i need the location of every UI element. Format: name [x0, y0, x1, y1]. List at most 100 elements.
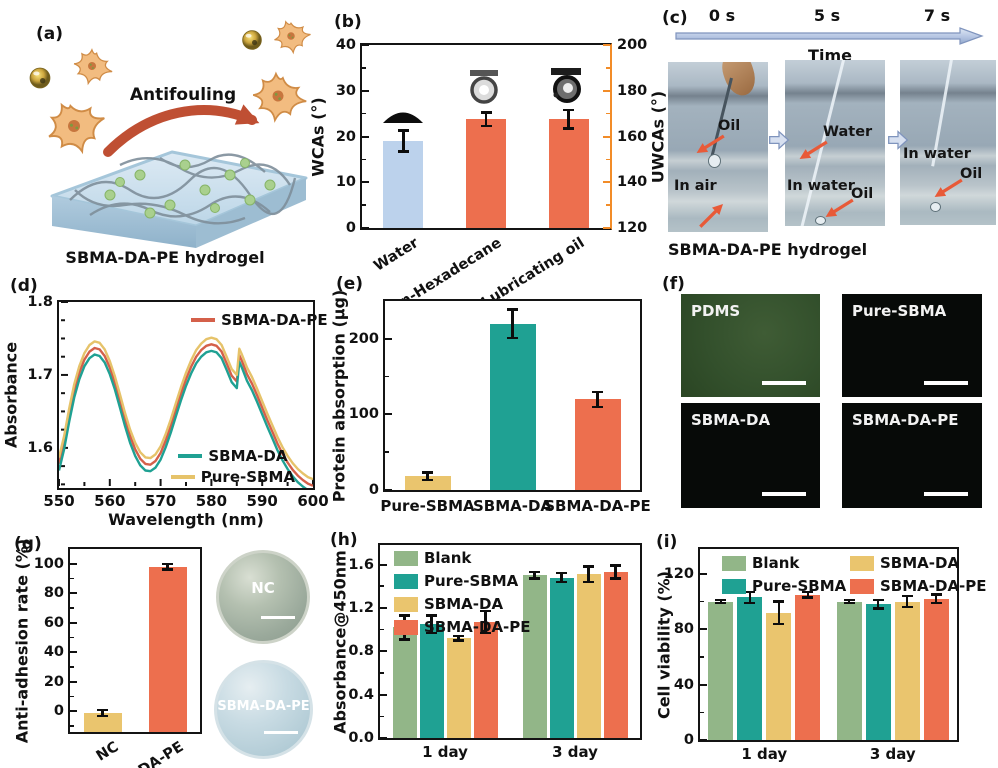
axis-minor-tick: [700, 656, 704, 658]
legend-line-swatch: [178, 454, 203, 459]
right-axis-minor-tick: [606, 112, 610, 115]
y-axis-tick-label: 1.8: [27, 294, 53, 310]
right-axis-tick-label: 180: [617, 82, 648, 99]
error-bar-cap: [930, 593, 942, 596]
x-axis-tick-label: 600: [297, 492, 329, 510]
error-bar-cap: [529, 577, 540, 580]
x-category-label: SBMA-DA-PE: [544, 497, 651, 515]
in-water-label: In water: [903, 146, 971, 162]
legend-item: Pure-SBMA: [722, 577, 846, 595]
x-category-label: 1 day: [422, 743, 468, 761]
legend-item: SBMA-DA-PE: [850, 577, 987, 595]
next-frame-arrow-icon: [769, 130, 790, 150]
error-bar: [457, 636, 460, 641]
bar: [836, 601, 862, 740]
axis-tick-label: 0.4: [348, 686, 374, 703]
error-bar-cap: [872, 607, 884, 610]
next-frame-arrow-icon: [888, 130, 909, 150]
legend-swatch: [722, 578, 746, 594]
error-bar-cap: [453, 639, 464, 642]
x-axis-title: Wavelength (nm): [108, 510, 264, 529]
axis-minor-tick: [70, 577, 74, 580]
right-axis-minor-tick: [606, 204, 610, 206]
error-bar-cap: [480, 125, 492, 128]
bar: [446, 638, 471, 738]
axis-tick: [362, 44, 369, 46]
legend-item: SBMA-DA: [394, 595, 503, 613]
error-bar-cap: [529, 570, 540, 574]
error-bar: [166, 563, 169, 570]
scale-bar: [261, 615, 295, 619]
axis-minor-tick: [385, 375, 389, 378]
error-bar-cap: [507, 336, 518, 340]
panel-g: (g) 0 20 40 60 80 100 Anti-adhesion rate (%) NC…: [0, 530, 330, 768]
legend-item: Blank: [394, 549, 471, 567]
axis-tick-label: 1.2: [348, 599, 374, 616]
bar: [419, 624, 444, 738]
error-bar: [719, 600, 722, 603]
axis-tick: [362, 89, 369, 92]
oil-label: Oil: [851, 186, 874, 202]
fluorescence-image-pure-sbma: Pure-SBMA: [842, 294, 982, 397]
axis-tick-label: 0: [53, 703, 64, 720]
time-5s: 5 s: [813, 6, 841, 25]
axis-tick: [385, 489, 392, 491]
axis-tick: [70, 621, 77, 624]
legend-label: SBMA-DA-PE: [880, 577, 987, 595]
legend-swatch: [394, 550, 418, 566]
droplet-image: [381, 109, 425, 129]
error-bar-cap: [480, 111, 492, 114]
legend-label: SBMA-DA-PE: [424, 618, 531, 636]
oil-droplet: [930, 202, 941, 212]
axis-minor-tick: [70, 725, 74, 727]
droplet-image: [464, 70, 504, 110]
error-bar-cap: [422, 471, 433, 474]
y-axis-title: Anti-adhesion rate (%): [12, 538, 32, 743]
image-label: SBMA-DA-PE: [852, 411, 959, 429]
error-bar: [587, 566, 590, 582]
right-axis-tick: [603, 227, 610, 229]
bar: [795, 594, 821, 740]
error-bar-cap: [397, 150, 409, 153]
axis-tick-label: 100: [348, 406, 379, 423]
antifouling-label: Antifouling: [130, 85, 236, 105]
error-bar-cap: [397, 129, 409, 132]
cell-viability-chart: 0 40 80 120 Cell viability (%) 1 day 3 day Blan…: [655, 547, 987, 763]
legend-label: Pure-SBMA: [424, 572, 519, 590]
right-axis-tick-label: 160: [617, 128, 648, 145]
axis-tick-label: 40: [673, 676, 694, 693]
water-label: Water: [823, 124, 873, 140]
image-label: Pure-SBMA: [852, 302, 947, 320]
photo-0s: Oil In air: [668, 62, 768, 232]
axis-minor-tick: [362, 204, 366, 206]
axis-tick-label: 0: [345, 220, 356, 236]
axis-minor-tick: [380, 672, 384, 674]
axis-minor-tick: [700, 600, 704, 603]
legend-swatch: [850, 555, 874, 571]
timeline-arrow: [675, 27, 984, 45]
dish-photo-nc: NC: [216, 550, 310, 644]
error-bar: [533, 572, 536, 579]
legend-item: SBMA-DA: [178, 447, 287, 465]
scale-bar: [924, 381, 968, 385]
axis-tick: [380, 606, 387, 609]
fluorescence-image-sbma-da-pe: SBMA-DA-PE: [842, 403, 982, 508]
axis-minor-tick: [362, 67, 366, 69]
panel-tag-g: (g): [14, 534, 42, 554]
oil-droplet-image: [29, 67, 51, 89]
oil-droplet-image: [242, 30, 262, 50]
error-bar-cap: [556, 580, 567, 584]
panel-tag-i: (i): [656, 532, 678, 552]
x-axis-tick-label: 590: [246, 492, 278, 510]
x-axis-tick-label: 560: [94, 492, 126, 510]
hydrogel-pointer-arrow-icon: [699, 203, 724, 228]
hydrogel-right-face: [196, 178, 306, 248]
bar: [923, 598, 949, 740]
panel-tag-h: (h): [330, 530, 358, 550]
axis-tick: [362, 135, 369, 138]
bar: [737, 597, 763, 740]
error-bar-cap: [583, 580, 594, 584]
error-bar-cap: [422, 478, 433, 482]
axis-tick: [385, 413, 392, 416]
bar: [489, 323, 536, 490]
